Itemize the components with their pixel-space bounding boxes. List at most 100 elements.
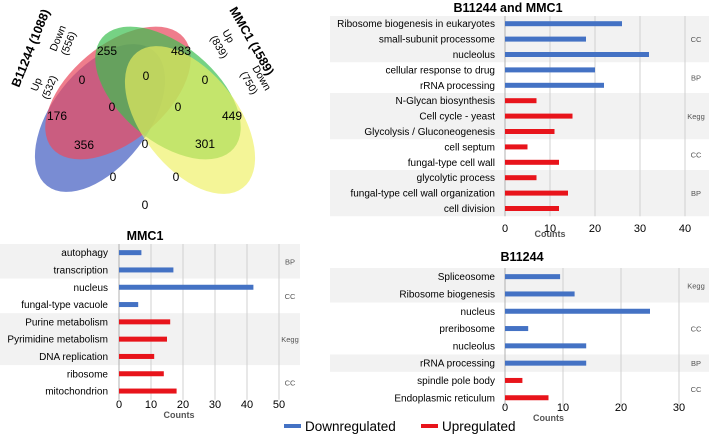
bar xyxy=(119,371,164,377)
category-label: nucleus xyxy=(74,283,108,294)
chart-title-b11244: B11244 xyxy=(500,250,543,264)
venn-diagram: 176 255 483 449 0 0 0 0 0 356 301 0 0 0 … xyxy=(9,5,277,213)
category-label: fungal-type cell wall xyxy=(408,158,495,169)
bar xyxy=(505,113,573,119)
venn-region-all-four: 0 xyxy=(142,137,149,151)
chart-mmc1: BP CC Kegg CC 0 10 20 30 40 50 Counts autophagy tran… xyxy=(0,244,300,420)
x-tick-label: 20 xyxy=(177,399,189,411)
category-label: Cell cycle - yeast xyxy=(419,112,495,123)
bar xyxy=(505,190,568,196)
bar xyxy=(505,377,523,383)
venn-region-bdown-mup-bup: 0 xyxy=(109,100,116,114)
venn-region-b-down-only: 255 xyxy=(97,44,117,58)
group-label: BP xyxy=(691,189,701,198)
x-tick-label: 30 xyxy=(634,223,646,235)
bar xyxy=(505,175,537,181)
category-label: rRNA processing xyxy=(420,359,495,370)
category-label: Glycolysis / Gluconeogenesis xyxy=(364,127,495,138)
category-label: nucleolus xyxy=(453,341,495,352)
legend-swatch-down xyxy=(284,424,301,428)
chart-both: CC BP Kegg CC BP 0 10 20 30 40 Counts Ribosome biog… xyxy=(330,16,709,239)
x-tick-label: 0 xyxy=(502,223,508,235)
venn-region-bup-bdown-mdown: 0 xyxy=(173,170,180,184)
venn-m-up-label: Up xyxy=(219,28,236,46)
group-label: CC xyxy=(691,35,702,44)
x-tick-label: 10 xyxy=(145,399,157,411)
category-label: nucleolus xyxy=(453,50,495,61)
bar xyxy=(505,21,622,27)
category-label: Pyrimidine metabolism xyxy=(7,335,108,346)
venn-region-m-down-only: 449 xyxy=(222,109,242,123)
category-label: ribosome xyxy=(67,369,109,380)
category-label: fungal-type cell wall organization xyxy=(350,189,495,200)
bar xyxy=(505,308,650,314)
chart-b11244: Kegg CC BP CC 0 10 20 30 Counts Spliceosome Riboso… xyxy=(330,268,709,423)
legend: Downregulated Upregulated xyxy=(284,419,516,434)
chart-title-both: B11244 and MMC1 xyxy=(453,1,562,15)
x-axis-title: Counts xyxy=(533,413,564,423)
category-label: nucleus xyxy=(461,307,495,318)
bar xyxy=(119,388,177,394)
bar xyxy=(505,67,595,73)
venn-region-bdown-mup: 0 xyxy=(143,69,150,83)
x-tick-label: 20 xyxy=(589,223,601,235)
bar xyxy=(119,353,155,359)
x-tick-label: 0 xyxy=(116,399,122,411)
category-label: Endoplasmic reticulum xyxy=(394,393,495,404)
legend-label-down: Downregulated xyxy=(305,419,396,434)
category-label: Purine metabolism xyxy=(25,317,108,328)
venn-mmc1-down-set xyxy=(124,46,256,194)
bar xyxy=(505,360,587,366)
venn-b-up-label: Up xyxy=(29,76,45,93)
x-tick-label: 50 xyxy=(273,399,285,411)
venn-region-bup-mup: 356 xyxy=(74,138,94,152)
legend-label-up: Upregulated xyxy=(442,419,516,434)
group-label: BP xyxy=(285,257,295,266)
bar xyxy=(505,343,587,349)
group-label: Kegg xyxy=(687,112,705,121)
group-label: CC xyxy=(285,292,296,301)
venn-set-label-mmc1: MMC1 (1589) xyxy=(226,5,276,78)
group-label: Kegg xyxy=(687,281,705,290)
category-label: Spliceosome xyxy=(438,272,496,283)
bar xyxy=(119,302,139,308)
x-tick-label: 30 xyxy=(209,399,221,411)
bar xyxy=(505,52,649,57)
group-band xyxy=(330,268,709,303)
category-label: DNA replication xyxy=(39,352,108,363)
venn-region-m-up-only: 483 xyxy=(171,44,191,58)
x-tick-label: 0 xyxy=(502,402,508,414)
x-axis-title: Counts xyxy=(535,229,566,239)
bar xyxy=(505,36,586,42)
chart-title-mmc1: MMC1 xyxy=(127,229,164,243)
category-label: cell division xyxy=(444,204,495,215)
x-tick-label: 10 xyxy=(544,223,556,235)
category-label: mitochondrion xyxy=(45,387,108,398)
group-label: CC xyxy=(691,325,702,334)
group-band xyxy=(0,244,300,279)
category-label: cellular response to drug xyxy=(385,65,495,76)
bar xyxy=(505,291,575,297)
bar xyxy=(505,274,561,280)
bar xyxy=(505,144,528,150)
category-label: fungal-type vacuole xyxy=(21,300,108,311)
category-label: rRNA processing xyxy=(420,81,495,92)
group-label: Kegg xyxy=(281,335,299,344)
category-label: small-subunit processome xyxy=(379,35,496,46)
venn-region-bup-mdown: 0 xyxy=(142,198,149,212)
bar xyxy=(505,159,559,165)
x-tick-label: 40 xyxy=(241,399,253,411)
venn-region-bdown-mdown: 301 xyxy=(195,137,215,151)
venn-region-bup-bdown: 0 xyxy=(79,73,86,87)
group-label: CC xyxy=(285,378,296,387)
category-label: Ribosome biogenesis xyxy=(399,289,495,300)
category-label: preribosome xyxy=(439,324,495,335)
venn-region-b-up-only: 176 xyxy=(47,109,67,123)
bar xyxy=(119,336,167,342)
bar xyxy=(505,395,549,401)
bar xyxy=(505,129,555,134)
legend-swatch-up xyxy=(421,424,438,428)
category-label: cell septum xyxy=(444,142,495,153)
bar xyxy=(505,98,537,104)
